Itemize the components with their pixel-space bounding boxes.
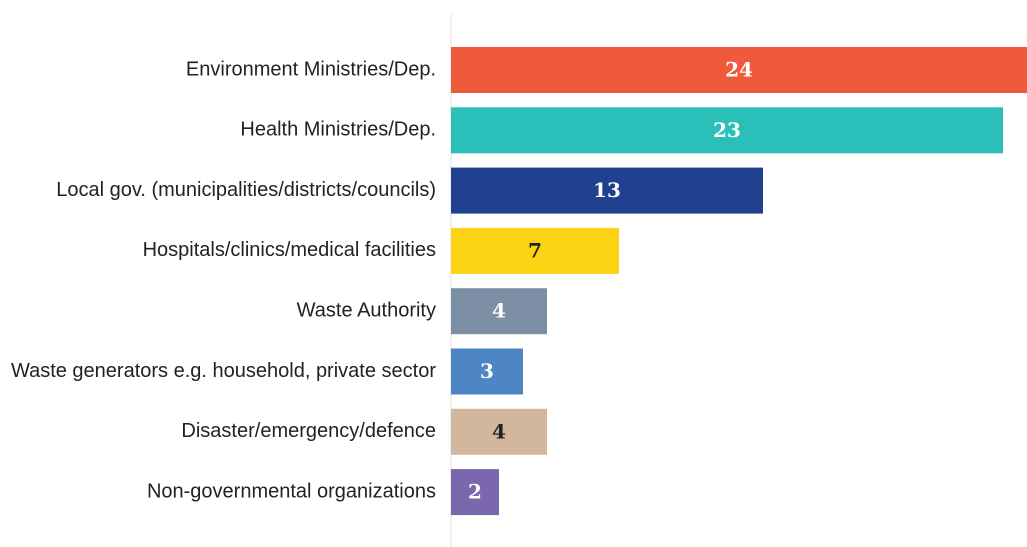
category-label: Non-governmental organizations <box>147 480 436 502</box>
category-label: Health Ministries/Dep. <box>240 119 436 141</box>
value-label: 4 <box>492 419 506 443</box>
bar <box>451 167 763 214</box>
category-label: Waste generators e.g. household, private… <box>11 360 436 382</box>
category-label: Waste Authority <box>297 299 436 321</box>
bar <box>451 227 619 274</box>
value-label: 24 <box>725 58 753 82</box>
bar <box>451 47 1027 93</box>
category-label: Local gov. (municipalities/districts/cou… <box>56 179 436 201</box>
value-label: 23 <box>713 118 741 142</box>
bar <box>451 107 1003 154</box>
bar <box>451 469 499 516</box>
bar <box>451 288 547 335</box>
value-label: 13 <box>593 178 621 202</box>
category-label: Disaster/emergency/defence <box>181 420 436 442</box>
value-label: 7 <box>528 238 542 262</box>
category-label: Hospitals/clinics/medical facilities <box>143 239 436 261</box>
bar <box>451 408 547 455</box>
category-label: Environment Ministries/Dep. <box>186 58 436 80</box>
value-label: 2 <box>468 480 482 504</box>
value-label: 4 <box>492 299 506 323</box>
value-label: 3 <box>480 359 494 383</box>
bar <box>451 348 523 395</box>
